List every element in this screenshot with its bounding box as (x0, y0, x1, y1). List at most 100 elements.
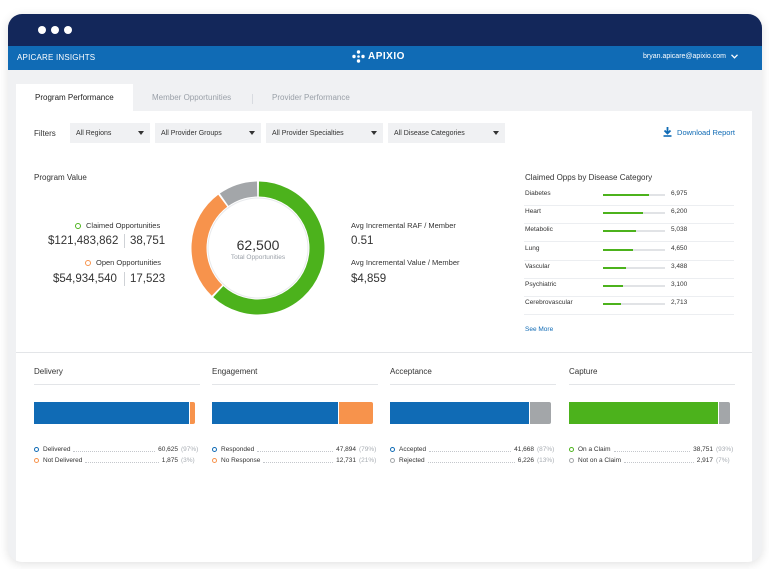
open-amount: $54,934,540 (53, 273, 117, 285)
window-dot-icon[interactable] (38, 26, 46, 34)
category-row[interactable]: Cerebrovascular 2,713 (524, 297, 734, 316)
green-ring-icon (75, 222, 81, 229)
legend-ring-icon (212, 447, 217, 452)
stage-legend-label: Accepted (399, 446, 427, 453)
category-value: 3,488 (671, 262, 688, 270)
stage-legend-label: On a Claim (578, 446, 611, 453)
tab-program-performance[interactable]: Program Performance (16, 84, 133, 111)
see-more-link[interactable]: See More (525, 326, 554, 333)
user-menu[interactable]: bryan.apicare@apixio.com (643, 53, 738, 60)
category-bar (603, 248, 634, 251)
download-report-link[interactable]: Download Report (663, 127, 735, 137)
tab-provider-performance[interactable]: Provider Performance (272, 93, 350, 102)
stage-rule (390, 384, 556, 385)
stage-legend-value: 6,226 (517, 457, 534, 464)
caret-down-icon (138, 131, 144, 135)
dotted-leader (624, 462, 694, 463)
stage-legend-row: Delivered 60,625 (97%) (34, 445, 200, 455)
window-dot-icon[interactable] (64, 26, 72, 34)
section-divider (16, 352, 752, 353)
stage-legend-row: Not on a Claim 2,917 (7%) (569, 456, 735, 466)
stage-rule (569, 384, 735, 385)
stage-legend-percent: (93%) (716, 446, 734, 453)
stage-bar-segment (339, 402, 373, 424)
category-bar-track (603, 248, 665, 251)
category-bar (603, 285, 624, 287)
provider-specialty-select[interactable]: All Provider Specialties (266, 123, 383, 143)
stage-stacked-bar (34, 402, 195, 424)
disease-category-select-value: All Disease Categories (394, 130, 465, 137)
stage-acceptance: Acceptance Accepted 41,668 (87%) Rejected 6,2… (390, 353, 556, 553)
claimed-amount: $121,483,862 (48, 235, 119, 247)
stage-capture: Capture On a Claim 38,751 (93%) Not on a Cla… (569, 353, 735, 553)
stage-legend-percent: (79%) (359, 446, 377, 453)
window-dot-icon[interactable] (51, 26, 59, 34)
category-bar-track (603, 266, 665, 269)
open-legend: Open Opportunities (85, 258, 161, 267)
program-value-title: Program Value (34, 173, 87, 182)
user-email: bryan.apicare@apixio.com (643, 53, 726, 60)
category-bar-track (603, 285, 665, 287)
dotted-leader (428, 462, 515, 463)
stage-legend-label: Not on a Claim (578, 457, 621, 464)
stage-stacked-bar (569, 402, 730, 424)
category-name: Psychiatric (525, 281, 557, 288)
filter-bar: Filters All Regions All Provider Groups … (16, 123, 752, 145)
stage-legend-value: 12,731 (336, 457, 356, 464)
stage-title: Capture (569, 367, 598, 376)
category-row[interactable]: Heart 6,200 (524, 206, 734, 225)
logo-text: APIXIO (368, 51, 405, 62)
stage-legend-percent: (21%) (359, 457, 377, 464)
stage-legend-label: Rejected (399, 457, 425, 464)
dotted-leader (257, 451, 333, 452)
category-value: 2,713 (671, 299, 688, 307)
total-opportunities-label: Total Opportunities (230, 254, 286, 261)
tab-member-opportunities[interactable]: Member Opportunities (152, 93, 232, 102)
dotted-leader (429, 451, 511, 452)
stage-bar-segment (718, 402, 730, 424)
provider-group-select[interactable]: All Provider Groups (155, 123, 261, 143)
disease-category-select[interactable]: All Disease Categories (388, 123, 505, 143)
stage-bar-segment (530, 402, 551, 424)
stage-legend-row: No Response 12,731 (21%) (212, 456, 378, 466)
category-value: 6,975 (671, 190, 688, 197)
category-name: Vascular (525, 262, 550, 270)
total-opportunities-value: 62,500 (236, 237, 280, 253)
caret-down-icon (371, 131, 377, 135)
category-name: Diabetes (525, 190, 551, 197)
app-header: APICARE INSIGHTS APIXIO bryan.apicare@ap… (8, 46, 762, 70)
category-name: Heart (525, 208, 541, 216)
dashboard-panel: Program Performance Member Opportunities… (16, 84, 752, 562)
category-name: Lung (525, 244, 540, 252)
stage-bar-segment (212, 402, 339, 424)
tab-divider (252, 94, 253, 104)
category-row[interactable]: Lung 4,650 (524, 243, 734, 261)
stage-delivery: Delivery Delivered 60,625 (97%) Not Delivere… (34, 353, 200, 553)
category-bar-track (603, 194, 665, 196)
caret-down-icon (493, 131, 499, 135)
stage-legend-value: 41,668 (514, 446, 534, 453)
category-bar-track (603, 303, 665, 306)
dotted-leader (614, 451, 690, 452)
region-select[interactable]: All Regions (70, 123, 150, 143)
donut-slice-other (219, 181, 258, 207)
category-row[interactable]: Diabetes 6,975 (524, 188, 734, 206)
tab-bar: Program Performance Member Opportunities… (16, 84, 752, 111)
apixio-logo-icon (352, 50, 365, 63)
stage-title: Acceptance (390, 367, 432, 376)
download-icon (663, 127, 672, 137)
category-row[interactable]: Psychiatric 3,100 (524, 279, 734, 297)
dotted-leader (263, 462, 333, 463)
avg-value-label: Avg Incremental Value / Member (351, 258, 460, 267)
category-row[interactable]: Vascular 3,488 (524, 261, 734, 279)
open-count: 17,523 (130, 273, 166, 285)
claimed-count: 38,751 (130, 235, 166, 247)
download-report-label: Download Report (677, 127, 735, 137)
value-separator (124, 272, 125, 286)
category-name: Cerebrovascular (525, 299, 573, 307)
category-row[interactable]: Metabolic 5,038 (524, 224, 734, 243)
category-bar (603, 303, 621, 306)
stage-legend-percent: (97%) (181, 446, 199, 453)
avg-value-value: $4,859 (351, 273, 387, 285)
orange-ring-icon (85, 259, 91, 266)
